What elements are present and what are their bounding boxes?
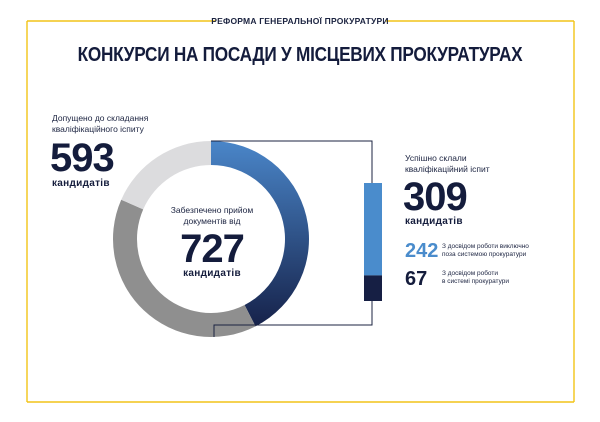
page-header: РЕФОРМА ГЕНЕРАЛЬНОЇ ПРОКУРАТУРИ (211, 16, 389, 26)
outside-note: З досвідом роботи виключно поза системою… (442, 243, 529, 259)
inside-note: З досвідом роботи в системі прокуратури (442, 270, 509, 286)
passed-label-line1: Успішно склали (405, 153, 467, 163)
connector-line (211, 140, 373, 337)
stacked-bar (364, 183, 382, 301)
center-unit: кандидатів (183, 268, 241, 279)
admitted-label: Допущено до складання кваліфікаційного і… (52, 113, 148, 134)
passed-unit: кандидатів (405, 216, 463, 227)
bar-segment-inside-system (364, 275, 382, 301)
outside-value: 242 (405, 240, 439, 262)
donut-segment-admitted (112, 199, 256, 337)
donut-chart (112, 141, 309, 337)
inside-note-line1: З досвідом роботи (442, 270, 499, 277)
passed-label-line2: кваліфікаційний іспит (405, 163, 490, 174)
passed-value: 309 (403, 175, 468, 219)
center-label-line2: документів від (183, 215, 241, 226)
outside-note-line1: З досвідом роботи виключно (442, 243, 529, 250)
outside-note-line2: поза системою прокуратури (442, 251, 527, 258)
admitted-label-line1: Допущено до складання (52, 113, 149, 123)
donut-segment-not-admitted (121, 141, 211, 210)
passed-label: Успішно склали кваліфікаційний іспит (405, 153, 490, 174)
bar-segment-outside-system (364, 183, 382, 276)
center-label-line1: Забезпечено прийом (170, 205, 254, 215)
center-value: 727 (180, 227, 245, 271)
inside-note-line2: в системі прокуратури (442, 278, 510, 285)
page-title: КОНКУРСИ НА ПОСАДИ У МІСЦЕВИХ ПРОКУРАТУР… (77, 44, 523, 66)
donut-segment-passed (211, 141, 309, 327)
admitted-value: 593 (50, 136, 115, 180)
admitted-label-line2: кваліфікаційного іспиту (52, 123, 144, 134)
admitted-unit: кандидатів (52, 178, 110, 189)
center-label: Забезпечено прийом документів від (152, 205, 272, 226)
inside-value: 67 (405, 268, 428, 290)
